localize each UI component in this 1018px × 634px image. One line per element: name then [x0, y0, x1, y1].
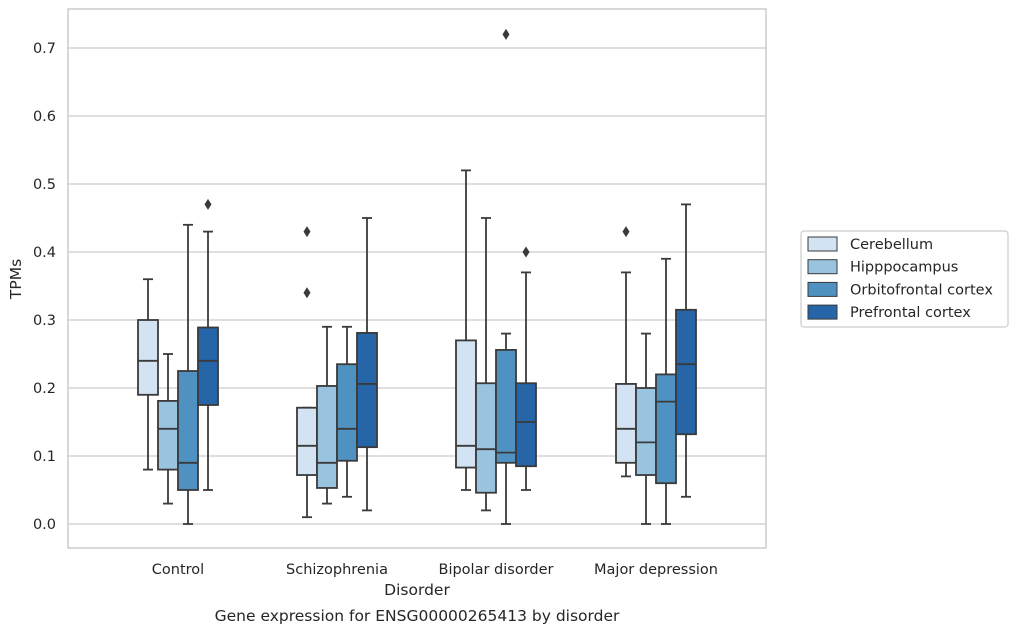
y-tick-labels: 0.0 0.1 0.2 0.3 0.4 0.5 0.6 0.7 [33, 41, 56, 533]
legend-frame [800, 230, 1009, 328]
iqr-box [495, 349, 517, 464]
plot-frame [67, 8, 767, 549]
y-tick-label: 0.4 [33, 245, 56, 261]
box-orbitofrontal-cortex-2 [495, 28, 517, 525]
y-tick-label: 0.0 [33, 517, 56, 533]
legend-swatch [807, 281, 838, 297]
outlier-point [303, 226, 311, 238]
boxes [137, 28, 697, 525]
box-cerebellum-2 [455, 169, 477, 491]
legend: Cerebellum Hipppocampus Orbitofrontal cort… [800, 230, 1009, 328]
box-prefrontal-cortex-0 [197, 198, 219, 491]
iqr-box [515, 382, 537, 468]
x-tick-labels: Control Schizophrenia Bipolar disorder Majo… [152, 562, 718, 578]
legend-label: Prefrontal cortex [850, 305, 971, 321]
y-axis-label: TPMs [7, 259, 25, 300]
x-tick-label: Bipolar disorder [439, 562, 554, 578]
iqr-box [615, 383, 637, 464]
x-tick-label: Control [152, 562, 204, 578]
iqr-box [296, 406, 318, 476]
box-hipppocampus-0 [157, 353, 179, 505]
box-orbitofrontal-cortex-0 [177, 223, 199, 525]
iqr-box [177, 370, 199, 491]
x-tick-label: Schizophrenia [286, 562, 388, 578]
box-cerebellum-0 [137, 278, 159, 471]
legend-swatch [807, 259, 838, 275]
box-orbitofrontal-cortex-1 [336, 325, 358, 498]
y-tick-label: 0.1 [33, 449, 56, 465]
iqr-box [197, 326, 219, 406]
outlier-point [303, 287, 311, 299]
outlier-point [522, 246, 530, 258]
iqr-box [316, 385, 338, 489]
iqr-box [336, 363, 358, 462]
iqr-box [157, 400, 179, 471]
x-axis-label: Disorder [384, 581, 450, 599]
legend-swatch [807, 236, 838, 252]
outlier-point [204, 198, 212, 210]
outlier-point [502, 28, 510, 40]
y-tick-label: 0.7 [33, 41, 56, 57]
outlier-point [622, 226, 630, 238]
iqr-box [475, 382, 497, 494]
y-tick-label: 0.5 [33, 177, 56, 193]
iqr-box [635, 387, 657, 476]
iqr-box [137, 319, 159, 396]
iqr-box [455, 339, 477, 469]
iqr-box [356, 332, 378, 449]
iqr-box [675, 308, 697, 436]
legend-swatch [807, 304, 838, 320]
y-tick-label: 0.2 [33, 381, 56, 397]
box-cerebellum-3 [615, 226, 637, 478]
legend-label: Hipppocampus [850, 260, 958, 276]
legend-label: Cerebellum [850, 237, 933, 253]
x-tick-label: Major depression [594, 562, 718, 578]
box-orbitofrontal-cortex-3 [655, 257, 677, 525]
chart-title: Gene expression for ENSG00000265413 by d… [215, 607, 620, 625]
y-tick-label: 0.3 [33, 313, 56, 329]
box-prefrontal-cortex-1 [356, 217, 378, 512]
box-prefrontal-cortex-2 [515, 246, 537, 491]
y-tick-label: 0.6 [33, 109, 56, 125]
iqr-box [655, 373, 677, 485]
box-prefrontal-cortex-3 [675, 203, 697, 498]
legend-label: Orbitofrontal cortex [850, 282, 993, 298]
